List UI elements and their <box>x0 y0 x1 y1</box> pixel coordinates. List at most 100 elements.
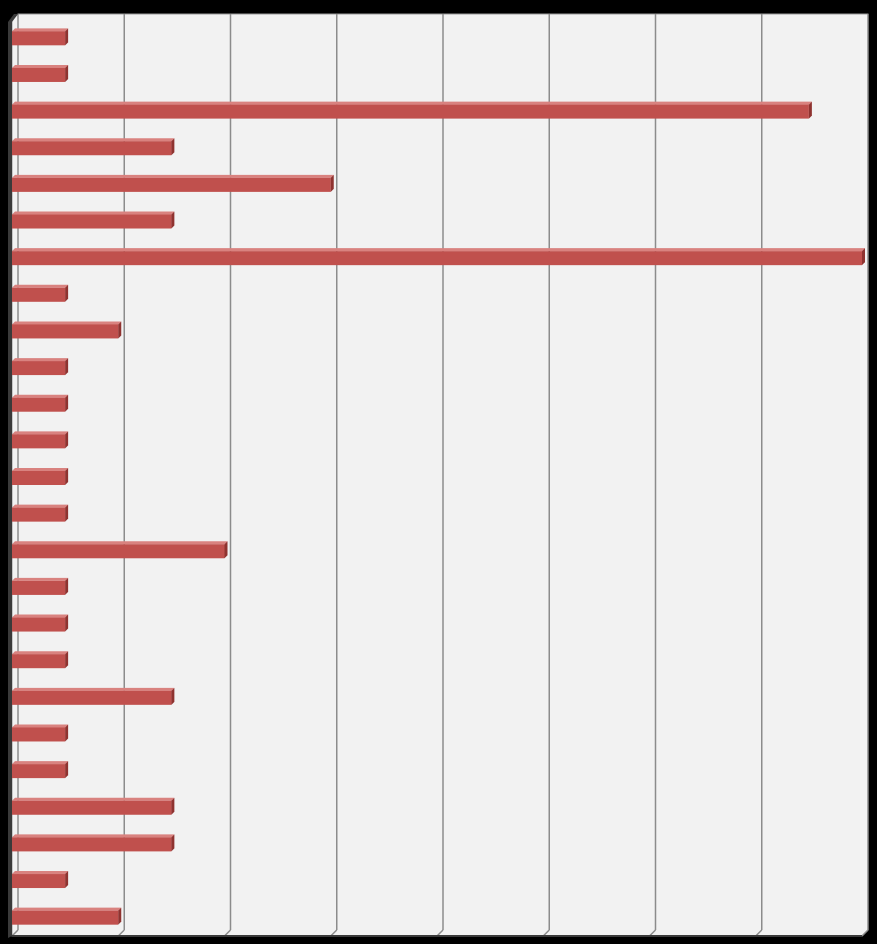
bar-top-face <box>12 284 69 288</box>
bar <box>12 138 175 156</box>
bar-top-face <box>12 761 69 765</box>
bar-top-face <box>12 174 334 178</box>
bar-side-face <box>65 724 69 742</box>
bar <box>12 321 122 339</box>
bar <box>12 907 122 925</box>
bar-side-face <box>65 28 69 46</box>
bar-front-face <box>12 397 66 412</box>
bar-top-face <box>12 687 175 691</box>
bar-side-face <box>65 468 69 485</box>
bar-top-face <box>12 321 122 325</box>
bar-front-face <box>12 544 225 559</box>
bar-front-face <box>12 690 172 705</box>
bar-front-face <box>12 910 119 925</box>
bar-top-face <box>12 101 812 105</box>
bar-front-face <box>12 67 66 82</box>
bar-side-face <box>65 577 69 595</box>
bar-side-face <box>330 174 334 192</box>
bar-front-face <box>12 141 172 156</box>
bar-top-face <box>12 797 175 801</box>
bar-front-face <box>12 800 172 815</box>
bar <box>12 797 175 815</box>
bar-front-face <box>12 177 331 192</box>
bar-top-face <box>12 577 69 581</box>
bar-side-face <box>224 541 228 559</box>
bar-top-face <box>12 504 69 508</box>
bar-side-face <box>65 284 69 302</box>
bar-top-face <box>12 394 69 398</box>
bar-top-face <box>12 724 69 728</box>
bar-top-face <box>12 28 69 32</box>
bar-front-face <box>12 727 66 742</box>
bar-front-face <box>12 837 172 852</box>
bar-side-face <box>65 394 69 412</box>
bar <box>12 871 69 889</box>
bar-top-face <box>12 907 122 911</box>
bar-front-face <box>12 214 172 229</box>
bar-side-face <box>118 907 122 925</box>
bar-front-face <box>12 361 66 376</box>
bar-top-face <box>12 541 228 545</box>
bar <box>12 468 69 485</box>
bar-front-face <box>12 764 66 779</box>
bar-top-face <box>12 248 865 252</box>
bar <box>12 724 69 742</box>
bar-front-face <box>12 580 66 595</box>
bar-side-face <box>171 834 175 852</box>
bar <box>12 174 334 192</box>
bar-side-face <box>171 138 175 156</box>
bar-side-face <box>171 211 175 229</box>
bar-front-face <box>12 324 119 339</box>
bar-top-face <box>12 871 69 875</box>
bar <box>12 651 69 669</box>
bar-top-face <box>12 358 69 362</box>
bar-side-face <box>65 64 69 82</box>
bar-front-face <box>12 434 66 449</box>
bar-side-face <box>65 761 69 779</box>
bar-top-face <box>12 211 175 215</box>
bar-front-face <box>12 471 66 485</box>
bar <box>12 284 69 302</box>
bar-side-face <box>862 248 865 266</box>
bar <box>12 64 69 82</box>
bar <box>12 541 228 559</box>
bar-front-face <box>12 31 66 46</box>
bar <box>12 834 175 852</box>
bar-side-face <box>65 614 69 632</box>
bar <box>12 358 69 376</box>
bar <box>12 394 69 412</box>
y-axis-wall <box>8 14 18 938</box>
bar-side-face <box>65 871 69 889</box>
bar <box>12 761 69 779</box>
bar-front-face <box>12 654 66 669</box>
bar <box>12 248 865 266</box>
bar <box>12 577 69 595</box>
bar-front-face <box>12 617 66 632</box>
bar-side-face <box>65 358 69 376</box>
bar <box>12 101 812 119</box>
bar <box>12 211 175 229</box>
bar-top-face <box>12 431 69 435</box>
bar-front-face <box>12 251 862 266</box>
bar-top-face <box>12 64 69 68</box>
gridline-floor-tick <box>861 929 869 937</box>
bar-top-face <box>12 138 175 142</box>
bar <box>12 431 69 449</box>
bar-front-face <box>12 287 66 302</box>
bar-side-face <box>65 504 69 522</box>
bar-top-face <box>12 834 175 838</box>
bars <box>12 28 865 925</box>
bar <box>12 28 69 46</box>
gridlines <box>11 14 869 937</box>
bar-side-face <box>808 101 812 119</box>
bar-side-face <box>65 431 69 449</box>
bar-front-face <box>12 507 66 522</box>
bar-top-face <box>12 651 69 655</box>
bar-top-face <box>12 468 69 471</box>
bar <box>12 614 69 632</box>
bar-top-face <box>12 614 69 618</box>
bar-side-face <box>65 651 69 669</box>
bar <box>12 504 69 522</box>
bar-front-face <box>12 104 809 119</box>
